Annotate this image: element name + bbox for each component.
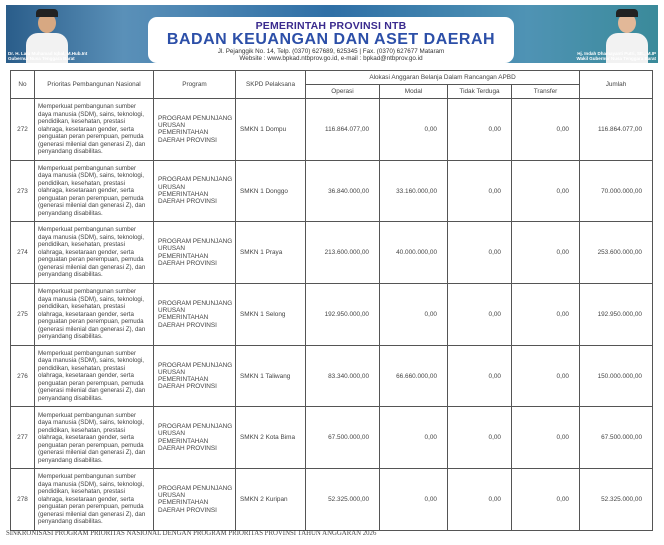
vice-governor-photo [604, 9, 650, 63]
cell-program: PROGRAM PENUNJANG URUSAN PEMERINTAHAN DA… [153, 468, 236, 531]
cell-modal: 0,00 [379, 406, 448, 470]
cell-tidak-terduga: 0,00 [447, 468, 512, 531]
cell-transfer: 0,00 [511, 98, 580, 161]
agency-address: Jl. Pejanggik No. 14, Telp. (0370) 62768… [217, 48, 445, 55]
governor-photo [24, 9, 70, 63]
cell-transfer: 0,00 [511, 283, 580, 346]
cell-transfer: 0,00 [511, 468, 580, 531]
cell-prioritas: Memperkuat pembangunan sumber daya manus… [34, 406, 154, 470]
cell-operasi: 52.325.000,00 [305, 468, 380, 531]
cell-prioritas: Memperkuat pembangunan sumber daya manus… [34, 344, 154, 408]
header-transfer: Transfer [511, 84, 580, 99]
cell-no: 274 [10, 221, 35, 285]
cell-program: PROGRAM PENUNJANG URUSAN PEMERINTAHAN DA… [153, 406, 236, 470]
header-no: No [10, 70, 35, 99]
table-row: 273 Memperkuat pembangunan sumber daya ma… [10, 159, 653, 223]
cell-transfer: 0,00 [511, 406, 580, 470]
header-alokasi: Alokasi Anggaran Belanja Dalam Rancangan… [305, 70, 580, 85]
cell-operasi: 83.340.000,00 [305, 344, 380, 408]
cell-skpd: SMKN 1 Taliwang [235, 344, 306, 408]
cell-no: 273 [10, 159, 35, 223]
cell-tidak-terduga: 0,00 [447, 159, 512, 223]
cell-skpd: SMKN 2 Kuripan [235, 468, 306, 531]
header-skpd: SKPD Pelaksana [235, 70, 306, 99]
cell-jumlah: 116.864.077,00 [579, 98, 653, 161]
cell-prioritas: Memperkuat pembangunan sumber daya manus… [34, 98, 154, 161]
cell-no: 272 [10, 98, 35, 161]
cell-program: PROGRAM PENUNJANG URUSAN PEMERINTAHAN DA… [153, 221, 236, 285]
cell-no: 275 [10, 283, 35, 346]
cell-operasi: 192.950.000,00 [305, 283, 380, 346]
table-row: 278 Memperkuat pembangunan sumber daya ma… [10, 468, 653, 531]
cell-modal: 33.160.000,00 [379, 159, 448, 223]
cell-program: PROGRAM PENUNJANG URUSAN PEMERINTAHAN DA… [153, 283, 236, 346]
governor-title: Gubernur Nusa Tenggara Barat [8, 56, 75, 61]
government-name: PEMERINTAH PROVINSI NTB [255, 20, 407, 32]
governor-name: Dr. H. Lalu Muhamad Iqbal, M.Hub.Int [8, 51, 88, 56]
cell-modal: 0,00 [379, 468, 448, 531]
cell-tidak-terduga: 0,00 [447, 98, 512, 161]
cell-tidak-terduga: 0,00 [447, 283, 512, 346]
cell-operasi: 116.864.077,00 [305, 98, 380, 161]
table-row: 272 Memperkuat pembangunan sumber daya ma… [10, 98, 653, 161]
cell-operasi: 36.840.000,00 [305, 159, 380, 223]
table-row: 275 Memperkuat pembangunan sumber daya ma… [10, 283, 653, 346]
cell-tidak-terduga: 0,00 [447, 221, 512, 285]
cell-no: 278 [10, 468, 35, 531]
letterhead-banner: Dr. H. Lalu Muhamad Iqbal, M.Hub.Int Gube… [6, 5, 658, 63]
cell-jumlah: 52.325.000,00 [579, 468, 653, 531]
header-jumlah: Jumlah [579, 70, 653, 99]
cell-operasi: 67.500.000,00 [305, 406, 380, 470]
cell-transfer: 0,00 [511, 159, 580, 223]
header-tidak-terduga: Tidak Terduga [447, 84, 512, 99]
cell-no: 277 [10, 406, 35, 470]
governor-caption: Dr. H. Lalu Muhamad Iqbal, M.Hub.Int Gube… [8, 51, 87, 61]
cell-prioritas: Memperkuat pembangunan sumber daya manus… [34, 221, 154, 285]
cell-program: PROGRAM PENUNJANG URUSAN PEMERINTAHAN DA… [153, 159, 236, 223]
cell-tidak-terduga: 0,00 [447, 344, 512, 408]
cell-jumlah: 192.950.000,00 [579, 283, 653, 346]
cell-tidak-terduga: 0,00 [447, 406, 512, 470]
cell-prioritas: Memperkuat pembangunan sumber daya manus… [34, 468, 154, 531]
cell-modal: 0,00 [379, 283, 448, 346]
cell-skpd: SMKN 1 Selong [235, 283, 306, 346]
table-row: 276 Memperkuat pembangunan sumber daya ma… [10, 344, 653, 408]
cell-prioritas: Memperkuat pembangunan sumber daya manus… [34, 159, 154, 223]
cell-skpd: SMKN 1 Praya [235, 221, 306, 285]
cell-modal: 66.660.000,00 [379, 344, 448, 408]
table-row: 274 Memperkuat pembangunan sumber daya ma… [10, 221, 653, 285]
header-modal: Modal [379, 84, 448, 99]
agency-name: BADAN KEUANGAN DAN ASET DAERAH [166, 31, 496, 48]
letterhead-panel: PEMERINTAH PROVINSI NTB BADAN KEUANGAN D… [148, 17, 514, 63]
cell-prioritas: Memperkuat pembangunan sumber daya manus… [34, 283, 154, 346]
cell-program: PROGRAM PENUNJANG URUSAN PEMERINTAHAN DA… [153, 98, 236, 161]
cell-modal: 40.000.000,00 [379, 221, 448, 285]
cell-skpd: SMKN 1 Dompu [235, 98, 306, 161]
table-row: 277 Memperkuat pembangunan sumber daya ma… [10, 406, 653, 470]
vice-governor-title: Wakil Gubernur Nusa Tenggara Barat [576, 56, 656, 61]
agency-contact: Website : www.bpkad.ntbprov.go.id, e-mai… [239, 55, 423, 62]
cell-jumlah: 70.000.000,00 [579, 159, 653, 223]
cell-no: 276 [10, 344, 35, 408]
cell-jumlah: 150.000.000,00 [579, 344, 653, 408]
cell-jumlah: 67.500.000,00 [579, 406, 653, 470]
cell-transfer: 0,00 [511, 221, 580, 285]
header-operasi: Operasi [305, 84, 380, 99]
budget-table: No Prioritas Pembangunan Nasional Progra… [10, 70, 653, 531]
cell-skpd: SMKN 1 Donggo [235, 159, 306, 223]
vice-governor-caption: Hj. Indah Dhamayanti Putri, SE., M.IP Wak… [576, 51, 656, 61]
header-program: Program [153, 70, 236, 99]
document-footer: SINKRONISASI PROGRAM PRIORITAS NASIONAL … [6, 530, 377, 537]
cell-skpd: SMKN 2 Kota Bima [235, 406, 306, 470]
cell-operasi: 213.600.000,00 [305, 221, 380, 285]
cell-transfer: 0,00 [511, 344, 580, 408]
cell-jumlah: 253.600.000,00 [579, 221, 653, 285]
vice-governor-name: Hj. Indah Dhamayanti Putri, SE., M.IP [577, 51, 656, 56]
header-prioritas: Prioritas Pembangunan Nasional [34, 70, 154, 99]
cell-program: PROGRAM PENUNJANG URUSAN PEMERINTAHAN DA… [153, 344, 236, 408]
cell-modal: 0,00 [379, 98, 448, 161]
